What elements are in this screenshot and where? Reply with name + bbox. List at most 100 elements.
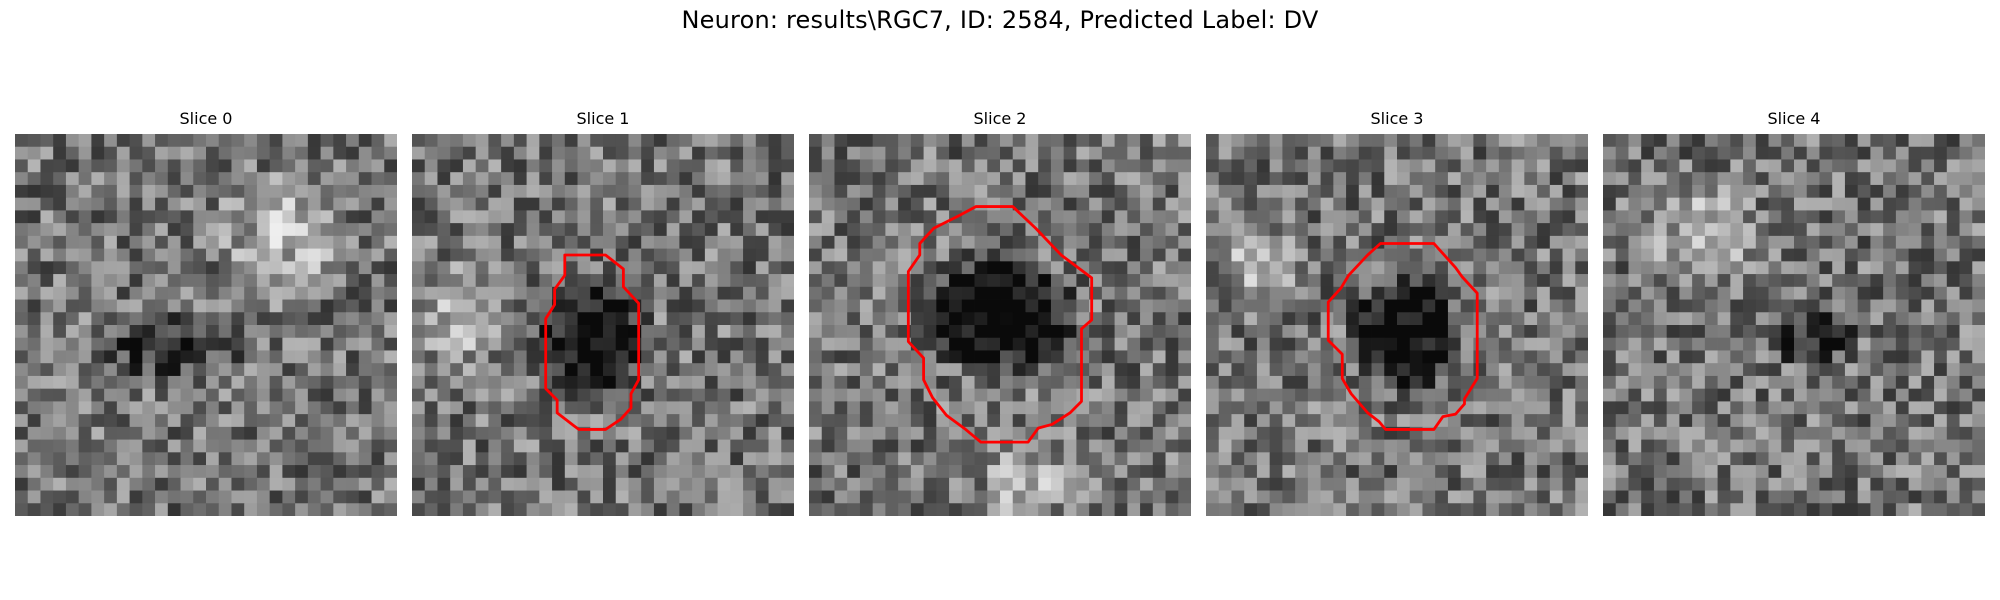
pixel-cell	[1870, 452, 1884, 466]
pixel-cell	[1114, 172, 1128, 186]
pixel-cell	[333, 235, 347, 249]
pixel-cell	[129, 261, 143, 275]
pixel-cell	[450, 146, 464, 160]
pixel-cell	[218, 490, 232, 504]
pixel-cell	[424, 426, 438, 440]
pixel-cell	[1422, 223, 1436, 237]
pixel-cell	[256, 414, 271, 428]
pixel-cell	[1549, 210, 1563, 224]
pixel-cell	[1460, 452, 1474, 466]
pixel-cell	[590, 274, 604, 288]
pixel-cell	[104, 337, 118, 351]
pixel-cell	[1498, 274, 1512, 288]
pixel-cell	[27, 134, 41, 148]
pixel-cell	[1384, 223, 1398, 237]
pixel-cell	[552, 134, 566, 148]
pixel-cell	[424, 477, 438, 491]
pixel-cell	[1806, 210, 1820, 224]
pixel-cell	[809, 439, 823, 453]
pixel-cell	[91, 439, 105, 453]
pixel-cell	[1050, 261, 1065, 275]
pixel-cell	[142, 223, 156, 237]
pixel-cell	[1794, 503, 1808, 516]
pixel-cell	[1908, 439, 1922, 453]
pixel-cell	[244, 337, 258, 351]
pixel-cell	[1460, 350, 1474, 364]
pixel-cell	[129, 426, 143, 440]
pixel-cell	[501, 172, 515, 186]
pixel-cell	[320, 197, 334, 211]
pixel-cell	[180, 490, 194, 504]
pixel-cell	[27, 146, 41, 160]
pixel-cell	[564, 363, 578, 377]
pixel-cell	[1819, 210, 1833, 224]
pixel-cell	[1666, 261, 1680, 275]
pixel-cell	[269, 172, 283, 186]
pixel-cell	[1152, 286, 1166, 300]
pixel-cell	[552, 223, 566, 237]
pixel-cell	[1603, 350, 1617, 364]
pixel-cell	[1870, 261, 1884, 275]
pixel-cell	[1089, 426, 1103, 440]
pixel-cell	[1511, 490, 1525, 504]
pixel-cell	[142, 350, 156, 364]
pixel-cell	[1473, 490, 1487, 504]
pixel-cell	[1244, 426, 1258, 440]
pixel-cell	[910, 465, 924, 479]
pixel-cell	[1755, 184, 1769, 199]
pixel-cell	[1895, 274, 1909, 288]
pixel-cell	[1692, 146, 1706, 160]
pixel-cell	[1435, 134, 1449, 148]
pixel-cell	[513, 299, 527, 313]
pixel-cell	[155, 388, 169, 402]
pixel-cell	[412, 375, 426, 390]
pixel-cell	[193, 223, 207, 237]
pixel-cell	[1653, 426, 1668, 440]
pixel-cell	[949, 477, 963, 491]
pixel-cell	[1152, 465, 1166, 479]
pixel-cell	[1140, 477, 1154, 491]
pixel-cell	[437, 146, 451, 160]
pixel-cell	[15, 414, 29, 428]
pixel-cell	[1422, 414, 1436, 428]
pixel-cell	[1076, 184, 1090, 199]
pixel-cell	[1704, 312, 1718, 326]
pixel-cell	[206, 210, 220, 224]
pixel-cell	[1282, 134, 1296, 148]
pixel-cell	[1101, 286, 1115, 300]
pixel-cell	[1511, 299, 1525, 313]
pixel-cell	[1959, 197, 1973, 211]
pixel-cell	[1269, 274, 1283, 288]
pixel-cell	[206, 184, 220, 199]
pixel-cell	[526, 299, 540, 313]
pixel-cell	[295, 337, 309, 351]
pixel-cell	[1511, 286, 1525, 300]
pixel-cell	[653, 134, 668, 148]
pixel-cell	[1794, 286, 1808, 300]
pixel-cell	[1895, 134, 1909, 148]
pixel-cell	[526, 465, 540, 479]
pixel-cell	[256, 261, 271, 275]
pixel-cell	[1628, 325, 1642, 339]
pixel-cell	[590, 465, 604, 479]
pixel-cell	[1127, 261, 1141, 275]
pixel-cell	[412, 337, 426, 351]
pixel-cell	[1346, 452, 1360, 466]
pixel-cell	[692, 146, 706, 160]
pixel-cell	[539, 261, 553, 275]
pixel-cell	[1178, 503, 1191, 516]
slice-title-2: Slice 2	[973, 109, 1027, 128]
pixel-cell	[1653, 477, 1668, 491]
pixel-cell	[768, 235, 782, 249]
pixel-cell	[1768, 248, 1782, 262]
pixel-cell	[142, 286, 156, 300]
pixel-cell	[1447, 134, 1462, 148]
pixel-cell	[462, 197, 477, 211]
pixel-cell	[1857, 248, 1871, 262]
pixel-cell	[488, 401, 502, 415]
pixel-cell	[1692, 299, 1706, 313]
pixel-cell	[1575, 465, 1588, 479]
pixel-cell	[1653, 172, 1668, 186]
pixel-cell	[1447, 388, 1462, 402]
pixel-cell	[755, 134, 769, 148]
